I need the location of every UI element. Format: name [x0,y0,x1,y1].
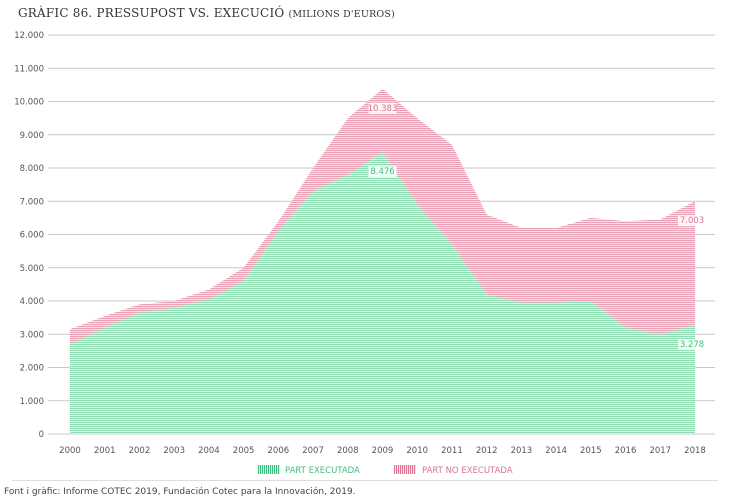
y-tick-label: 6.000 [20,231,44,241]
title-sub: (MILIONS D'EUROS) [288,9,396,20]
x-tick-label: 2005 [233,446,255,456]
x-tick-label: 2007 [302,446,324,456]
y-tick-label: 2.000 [20,364,44,374]
x-tick-label: 2014 [545,446,567,456]
y-tick-label: 10.000 [14,98,44,108]
x-tick-label: 2008 [337,446,359,456]
y-tick-label: 4.000 [20,297,44,307]
chart-title: GRÀFIC 86. PRESSUPOST VS. EXECUCIÓ (MILI… [18,6,395,20]
title-main: GRÀFIC 86. PRESSUPOST VS. EXECUCIÓ [18,6,285,20]
footer-divider [12,480,718,481]
y-tick-label: 3.000 [20,330,44,340]
legend-swatch-not-executed [394,465,416,474]
legend-swatch-executed [258,465,280,474]
y-tick-label: 1.000 [20,397,44,407]
y-tick-label: 0 [39,430,44,440]
y-tick-label: 8.000 [20,164,44,174]
x-tick-label: 2015 [580,446,602,456]
x-tick-label: 2000 [59,446,81,456]
legend: PART EXECUTADA PART NO EXECUTADA [258,465,513,476]
data-label: 10.383 [368,104,398,114]
x-tick-label: 2011 [441,446,463,456]
x-tick-label: 2013 [511,446,533,456]
y-tick-label: 7.000 [20,197,44,207]
area-executed [70,152,695,434]
x-tick-label: 2006 [268,446,290,456]
x-tick-label: 2017 [649,446,671,456]
data-label-bg [678,215,706,227]
legend-label-not-executed: PART NO EXECUTADA [422,466,513,476]
x-tick-label: 2009 [372,446,394,456]
y-tick-label: 5.000 [20,264,44,274]
y-tick-label: 9.000 [20,131,44,141]
x-tick-label: 2010 [406,446,428,456]
y-tick-label: 12.000 [14,31,44,41]
source-footer: Font i gràfic: Informe COTEC 2019, Funda… [4,487,356,497]
x-tick-label: 2002 [129,446,151,456]
data-label-bg [678,339,706,351]
x-tick-label: 2016 [615,446,637,456]
x-tick-label: 2003 [163,446,185,456]
x-tick-label: 2018 [684,446,706,456]
data-label: 3.278 [680,340,704,350]
x-tick-label: 2012 [476,446,498,456]
y-tick-label: 11.000 [14,64,44,74]
data-label: 7.003 [680,216,704,226]
x-tick-label: 2001 [94,446,116,456]
data-label: 8.476 [370,167,394,177]
data-label-bg [368,166,397,178]
data-label-bg [368,102,397,114]
x-tick-label: 2004 [198,446,220,456]
legend-label-executed: PART EXECUTADA [285,466,360,476]
